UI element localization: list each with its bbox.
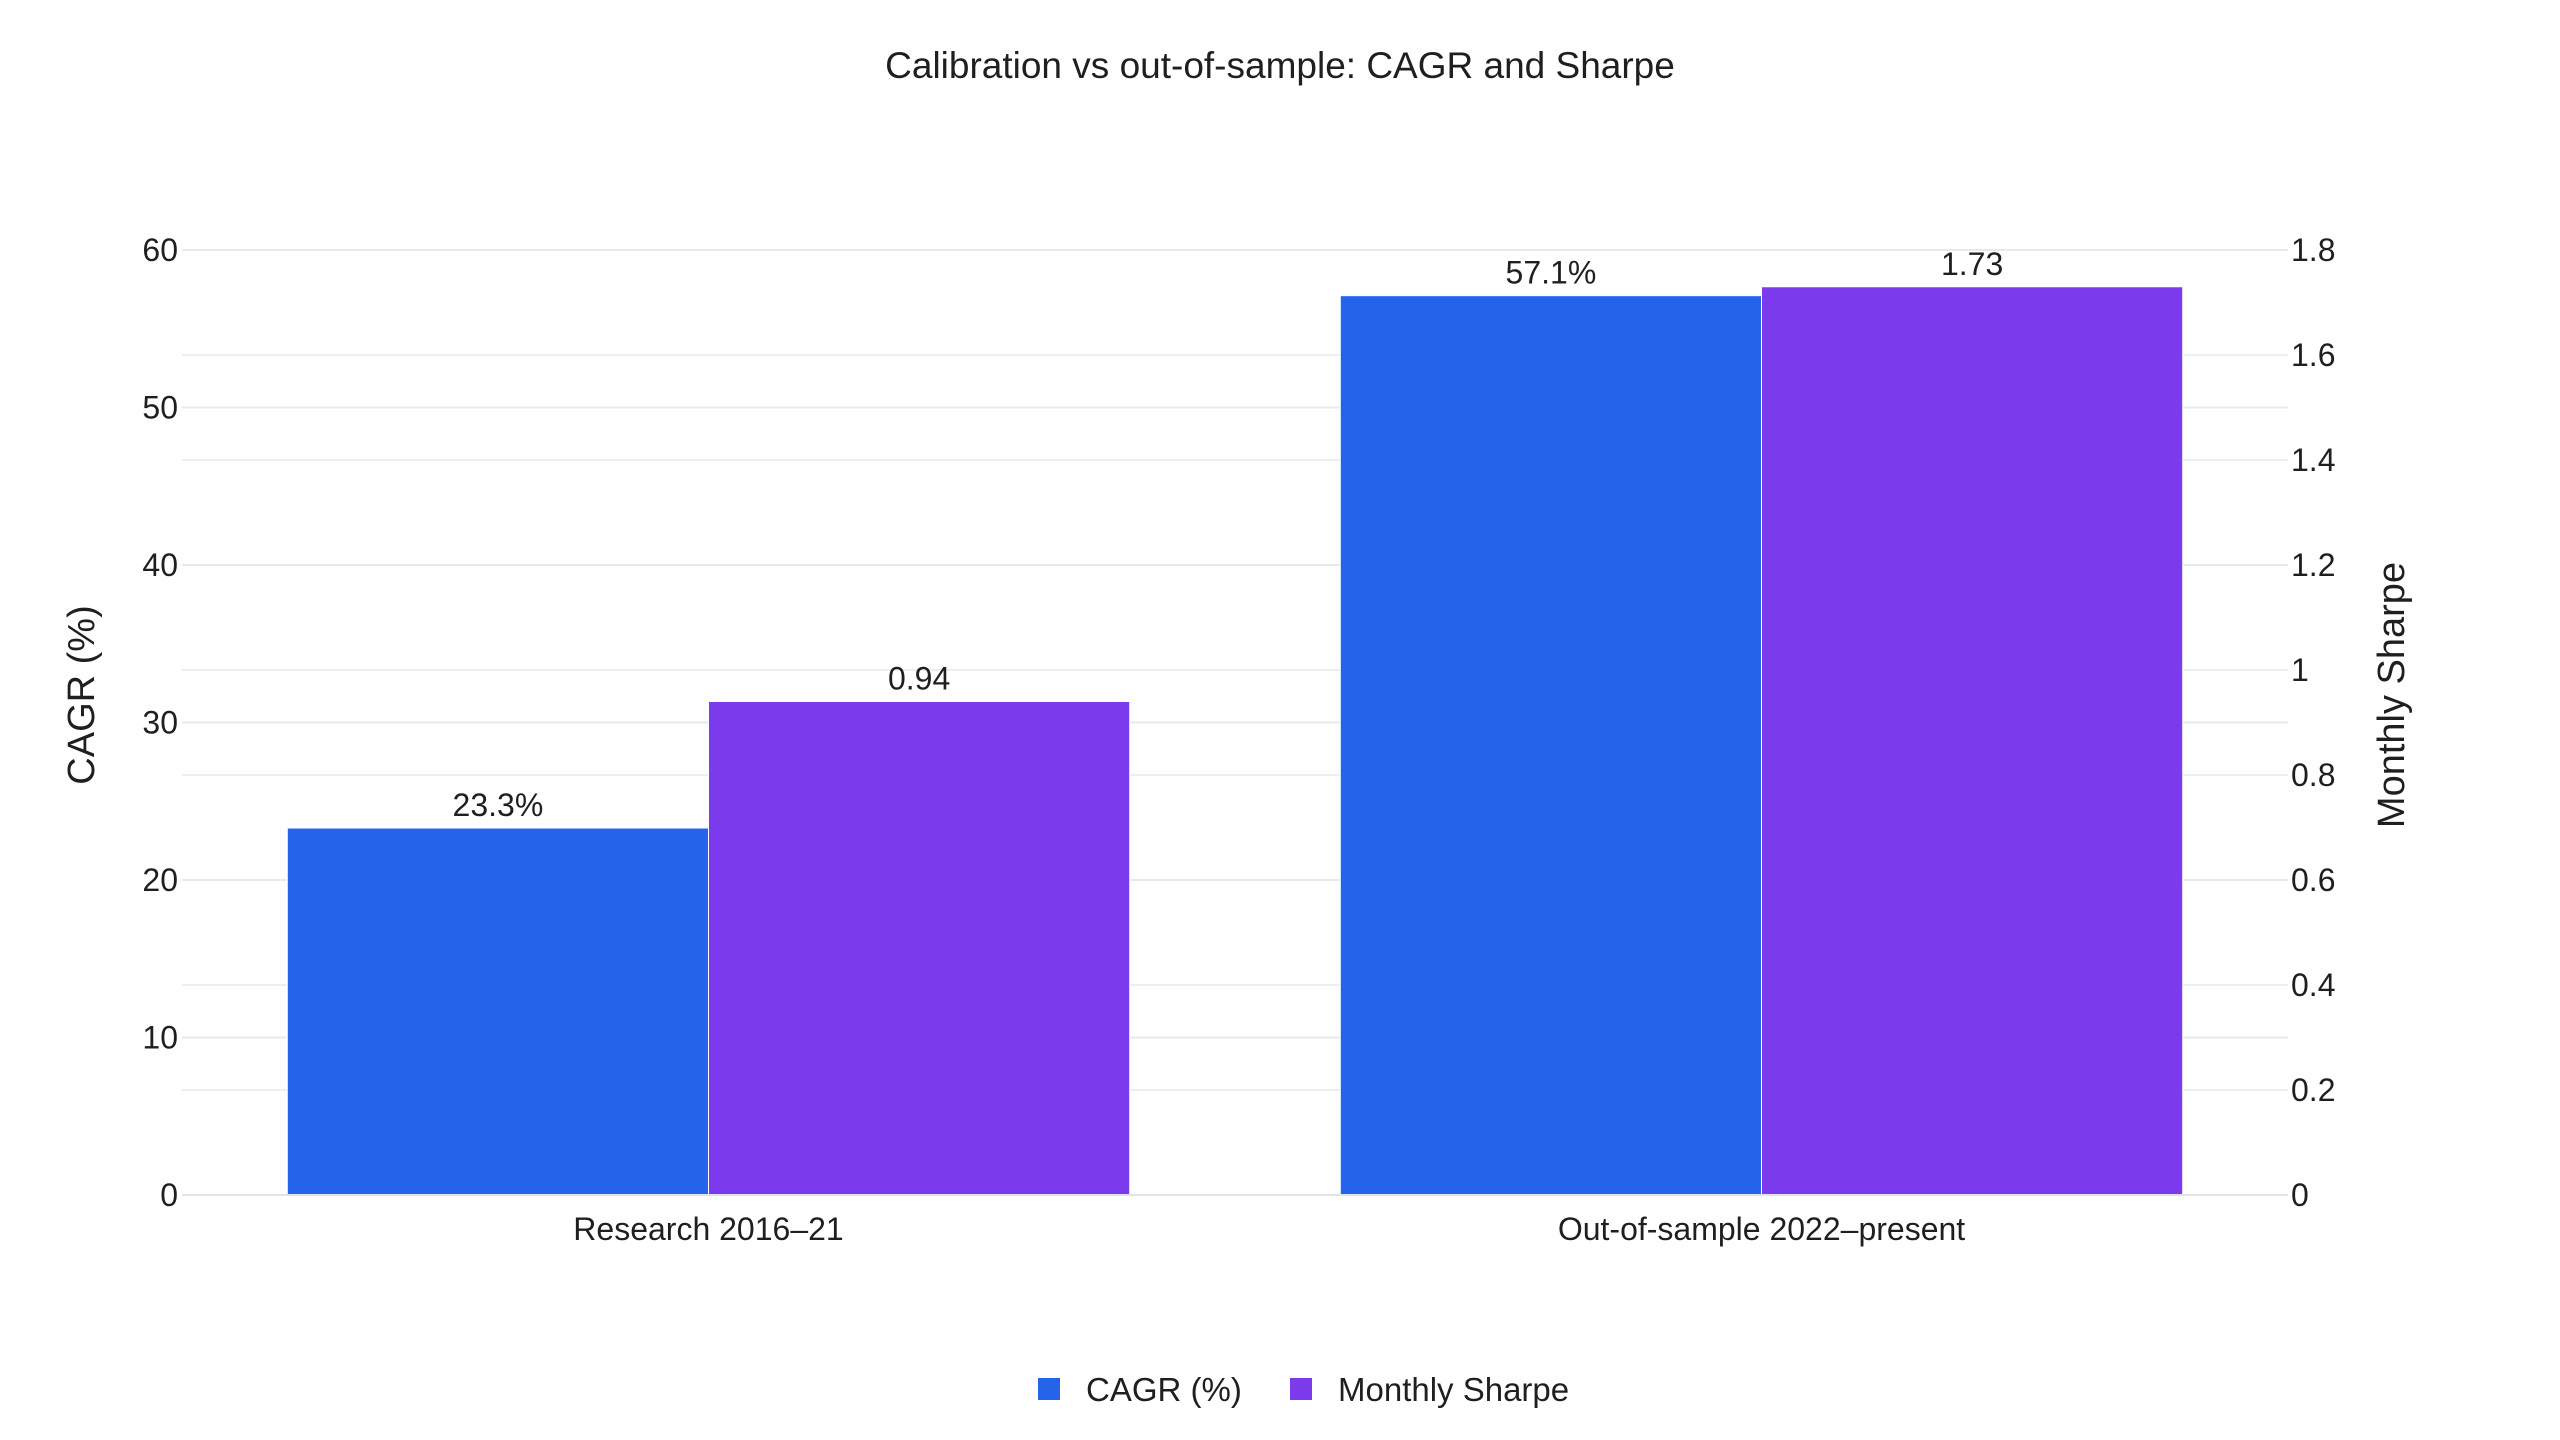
y-right-tick-label: 0 — [2291, 1177, 2309, 1213]
y-left-tick-label: 30 — [142, 705, 178, 741]
legend-label-cagr: CAGR (%) — [1086, 1371, 1242, 1408]
data-labels: 23.3% 0.94 57.1% 1.73 — [453, 246, 2004, 823]
y-right-tick-label: 1.4 — [2291, 442, 2335, 478]
chart-title: Calibration vs out-of-sample: CAGR and S… — [885, 45, 1675, 86]
axes: 0 0.2 0.4 0.6 0.8 1 1.2 1.4 1.6 1.8 0 10 20 30 40 50 60 R… — [142, 232, 2335, 1247]
data-label-sharpe-0: 0.94 — [888, 661, 950, 697]
legend: CAGR (%) Monthly Sharpe — [1038, 1371, 1569, 1408]
legend-label-sharpe: Monthly Sharpe — [1338, 1371, 1569, 1408]
y-left-tick-label: 20 — [142, 862, 178, 898]
bar-cagr-1 — [1339, 295, 1763, 1196]
data-label-cagr-0: 23.3% — [453, 787, 544, 823]
y-right-tick-label: 1 — [2291, 652, 2309, 688]
y-right-tick-label: 0.2 — [2291, 1072, 2335, 1108]
data-label-cagr-1: 57.1% — [1506, 255, 1597, 291]
y-right-tick-label: 1.2 — [2291, 547, 2335, 583]
x-tick-label: Research 2016–21 — [573, 1211, 843, 1247]
y-axis-left-title: CAGR (%) — [61, 605, 103, 784]
y-left-tick-label: 60 — [142, 232, 178, 268]
y-left-tick-label: 0 — [160, 1177, 178, 1213]
y-left-tick-label: 50 — [142, 390, 178, 426]
bar-cagr-0 — [286, 827, 709, 1196]
y-right-tick-label: 0.8 — [2291, 757, 2335, 793]
bar-sharpe-1 — [1761, 286, 2184, 1196]
legend-swatch-sharpe — [1290, 1378, 1312, 1400]
y-left-tick-label: 10 — [142, 1020, 178, 1056]
y-right-tick-label: 1.8 — [2291, 232, 2335, 268]
data-label-sharpe-1: 1.73 — [1941, 246, 2003, 282]
y-left-tick-label: 40 — [142, 547, 178, 583]
x-tick-label: Out-of-sample 2022–present — [1558, 1211, 1965, 1247]
y-axis-right-title: Monthly Sharpe — [2371, 562, 2413, 828]
y-right-tick-label: 0.6 — [2291, 862, 2335, 898]
legend-swatch-cagr — [1038, 1378, 1060, 1400]
bar-sharpe-0 — [708, 701, 1131, 1196]
y-right-tick-label: 1.6 — [2291, 337, 2335, 373]
bars — [286, 286, 2184, 1196]
y-right-tick-label: 0.4 — [2291, 967, 2335, 1003]
